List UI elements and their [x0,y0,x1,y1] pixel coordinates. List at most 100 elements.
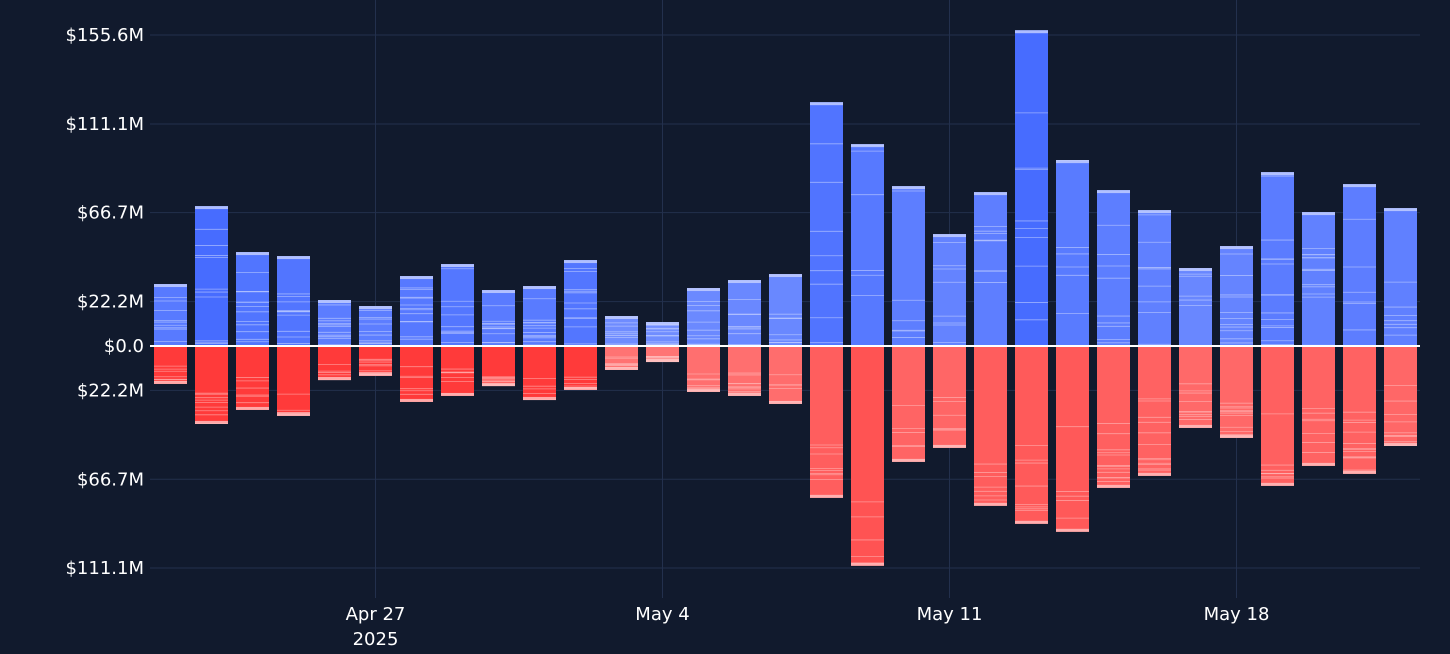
negative-bar [236,346,269,410]
negative-bar [892,346,925,462]
positive-bar [195,206,228,346]
negative-bar [359,346,392,376]
positive-bar [933,234,966,346]
positive-bar [277,256,310,346]
negative-bar-cap [1015,520,1048,524]
positive-bar-cap [687,288,720,292]
y-tick-label: $66.7M [77,469,144,490]
day-bar-group [318,300,351,381]
positive-bar-cap [1056,160,1089,164]
x-tick-label: May 4 [635,604,689,625]
day-bar-group [1220,246,1253,438]
negative-bar [1097,346,1130,488]
positive-bar-cap [1138,210,1171,214]
positive-bar [1138,210,1171,346]
negative-bar [728,346,761,396]
positive-bar-cap [646,322,679,326]
positive-bar [482,290,515,346]
day-bar-group [810,102,843,498]
positive-bar [892,186,925,346]
positive-bar-cap [1179,268,1212,272]
negative-bar [277,346,310,416]
y-tick-label: $22.2M [77,292,144,313]
positive-bar-cap [564,260,597,264]
day-bar-group [400,276,433,402]
negative-bar-cap [277,412,310,416]
negative-bar-cap [933,444,966,448]
negative-bar-cap [400,398,433,402]
positive-bar-cap [277,256,310,260]
day-bar-group [892,186,925,462]
positive-bar-cap [441,264,474,268]
day-bar-group [1097,190,1130,488]
positive-bar-cap [195,206,228,210]
y-tick-label: $111.1M [65,558,144,579]
positive-bar-cap [1261,172,1294,176]
day-bar-group [728,280,761,396]
day-bar-group [441,264,474,396]
x-tick-label: May 18 [1204,604,1270,625]
negative-bar [1302,346,1335,466]
negative-bar [933,346,966,448]
positive-bar-cap [318,300,351,304]
negative-bar-cap [687,388,720,392]
positive-bar-cap [851,144,884,148]
negative-bar [1138,346,1171,476]
negative-bar [1220,346,1253,438]
positive-bar [400,276,433,346]
negative-bar [441,346,474,396]
positive-bar-cap [1302,212,1335,216]
y-tick-label: $111.1M [65,114,144,135]
positive-bar [523,286,556,346]
positive-bar-cap [1097,190,1130,194]
day-bar-group [482,290,515,387]
negative-bar-cap [1097,484,1130,488]
day-bar-group [564,260,597,390]
negative-bar [810,346,843,498]
negative-bar-cap [1056,528,1089,532]
negative-bar-cap [441,392,474,396]
positive-bar-cap [1015,30,1048,34]
positive-bar-cap [810,102,843,106]
positive-bar-cap [1220,246,1253,250]
day-bar-group [1015,30,1048,524]
axes-layer: $155.6M $111.1M $66.7M $22.2M $0.0 $22.2M $66.… [65,25,1420,650]
positive-bar [236,252,269,346]
negative-bar-cap [318,376,351,380]
negative-bar-cap [646,358,679,362]
negative-bar-cap [892,458,925,462]
negative-bar-cap [1343,470,1376,474]
positive-bar [1220,246,1253,346]
negative-bar-cap [359,372,392,376]
positive-bar-cap [728,280,761,284]
negative-bar-cap [1179,424,1212,428]
negative-bar [1384,346,1417,446]
negative-bar [1056,346,1089,532]
day-bar-group [1261,172,1294,486]
y-tick-label: $0.0 [104,336,144,357]
negative-bar-cap [482,382,515,386]
day-bar-group [1179,268,1212,428]
positive-bar-cap [523,286,556,290]
negative-bar [564,346,597,390]
negative-bar [523,346,556,400]
positive-bar-cap [1343,184,1376,188]
positive-bar [728,280,761,346]
positive-bar-cap [769,274,802,278]
negative-bar-cap [1302,462,1335,466]
negative-bar-cap [728,392,761,396]
day-bar-group [359,306,392,376]
positive-bar [359,306,392,346]
positive-bar [605,316,638,346]
negative-bar [687,346,720,392]
positive-bar-cap [154,284,187,288]
bars-layer [154,30,1417,566]
negative-bar [974,346,1007,506]
positive-bar-cap [892,186,925,190]
negative-bar [154,346,187,384]
positive-bar-cap [359,306,392,310]
day-bar-group [1056,160,1089,532]
y-tick-label: $22.2M [77,380,144,401]
negative-bar-cap [154,380,187,384]
positive-bar-cap [400,276,433,280]
